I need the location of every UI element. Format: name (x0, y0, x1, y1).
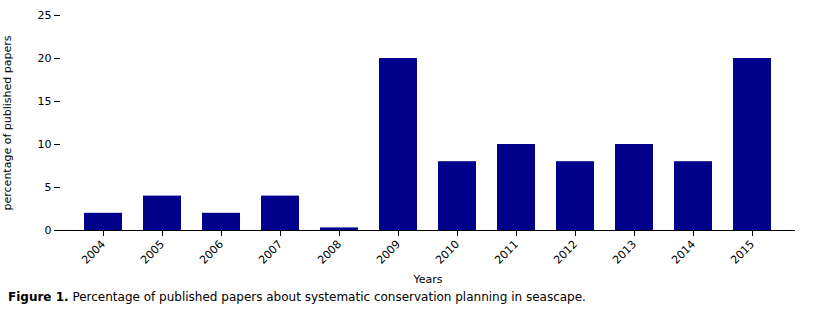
svg-text:2005: 2005 (138, 238, 167, 267)
svg-text:2010: 2010 (433, 238, 462, 267)
svg-text:2007: 2007 (256, 238, 285, 267)
svg-text:Years: Years (412, 273, 442, 286)
svg-text:15: 15 (38, 95, 52, 108)
html-text:Figure 1. Percentage of publis: Figure 1. Percentage of published papers… (8, 290, 586, 304)
svg-text:2006: 2006 (197, 238, 226, 267)
svg-text:10: 10 (38, 138, 52, 151)
svg-text:20: 20 (38, 52, 52, 65)
svg-text:2008: 2008 (315, 238, 344, 267)
svg-text:percentage of published papers: percentage of published papers (1, 35, 14, 210)
svg-text:5: 5 (45, 181, 52, 194)
svg-text:2009: 2009 (374, 238, 403, 267)
svg-text:2014: 2014 (669, 238, 698, 267)
svg-text:2013: 2013 (610, 238, 639, 267)
svg-text:2015: 2015 (728, 238, 757, 267)
svg-text:0: 0 (45, 224, 52, 237)
svg-text:2004: 2004 (79, 238, 108, 267)
svg-text:25: 25 (38, 9, 52, 22)
svg-text:2011: 2011 (492, 238, 521, 267)
svg-text:2012: 2012 (551, 238, 580, 267)
